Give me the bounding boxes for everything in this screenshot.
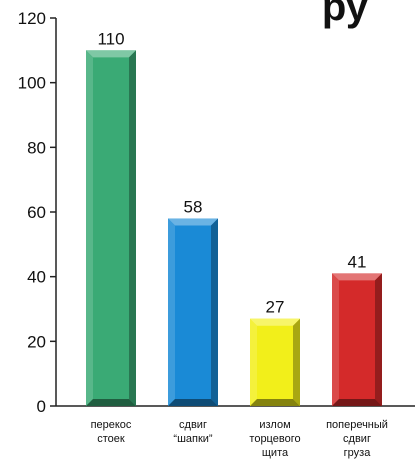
bar-bevel-left — [332, 273, 339, 406]
bar-face — [250, 318, 300, 406]
y-tick-label: 60 — [27, 203, 46, 222]
category-label-line: сдвиг — [343, 433, 371, 445]
bar-face — [168, 218, 218, 406]
bar-bevel-top — [332, 273, 382, 281]
bar-bevel-right — [375, 273, 382, 406]
y-tick-label: 0 — [37, 397, 46, 416]
data-label: 58 — [184, 197, 203, 216]
category-label-line: торцевого — [249, 433, 300, 445]
category-label: излом торцевого щита — [249, 419, 300, 459]
labels: 110 перекос стоек 58 сдвиг “шапки” 27 излом торц… — [91, 29, 388, 459]
bar-bevel-left — [250, 318, 257, 406]
bar-bevel-bottom — [332, 399, 382, 406]
bar-bevel-top — [168, 218, 218, 226]
bar-bevel-bottom — [86, 399, 136, 406]
bar — [250, 318, 300, 406]
bar — [168, 218, 218, 406]
bar-bevel-bottom — [250, 399, 300, 406]
category-label: перекос стоек — [91, 419, 132, 445]
category-label: поперечный сдвиг груза — [326, 419, 388, 459]
category-label-line: поперечный — [326, 419, 388, 431]
category-label: сдвиг “шапки” — [173, 419, 213, 445]
bar-bevel-left — [168, 218, 175, 406]
data-label: 27 — [266, 298, 285, 317]
data-label: 41 — [348, 252, 367, 271]
bar-face — [332, 273, 382, 406]
data-label: 110 — [97, 29, 124, 48]
bar-bevel-right — [293, 318, 300, 406]
bar-face — [86, 50, 136, 406]
bar-bevel-top — [250, 318, 300, 326]
category-label-line: стоек — [97, 433, 125, 445]
y-tick-label: 20 — [27, 332, 46, 351]
bar-bevel-bottom — [168, 399, 218, 406]
category-label-line: щита — [262, 447, 289, 459]
chart-title-layer: ру — [322, 0, 369, 29]
bar-bevel-top — [86, 50, 136, 58]
bar-bevel-right — [129, 50, 136, 406]
category-label-line: перекос — [91, 419, 132, 431]
bar — [86, 50, 136, 406]
y-tick-label: 80 — [27, 138, 46, 157]
category-label-line: излом — [259, 419, 290, 431]
y-tick-label: 40 — [27, 268, 46, 287]
bar-bevel-left — [86, 50, 93, 406]
y-tick-label: 100 — [18, 74, 46, 93]
axes: 0 20 40 60 80 100 120 — [18, 9, 415, 416]
bars — [86, 50, 382, 406]
category-label-line: сдвиг — [179, 419, 207, 431]
bar — [332, 273, 382, 406]
category-label-line: “шапки” — [173, 433, 213, 445]
bar-bevel-right — [211, 218, 218, 406]
chart-title-fragment: ру — [322, 0, 369, 29]
y-tick-label: 120 — [18, 9, 46, 28]
category-label-line: груза — [344, 447, 372, 459]
